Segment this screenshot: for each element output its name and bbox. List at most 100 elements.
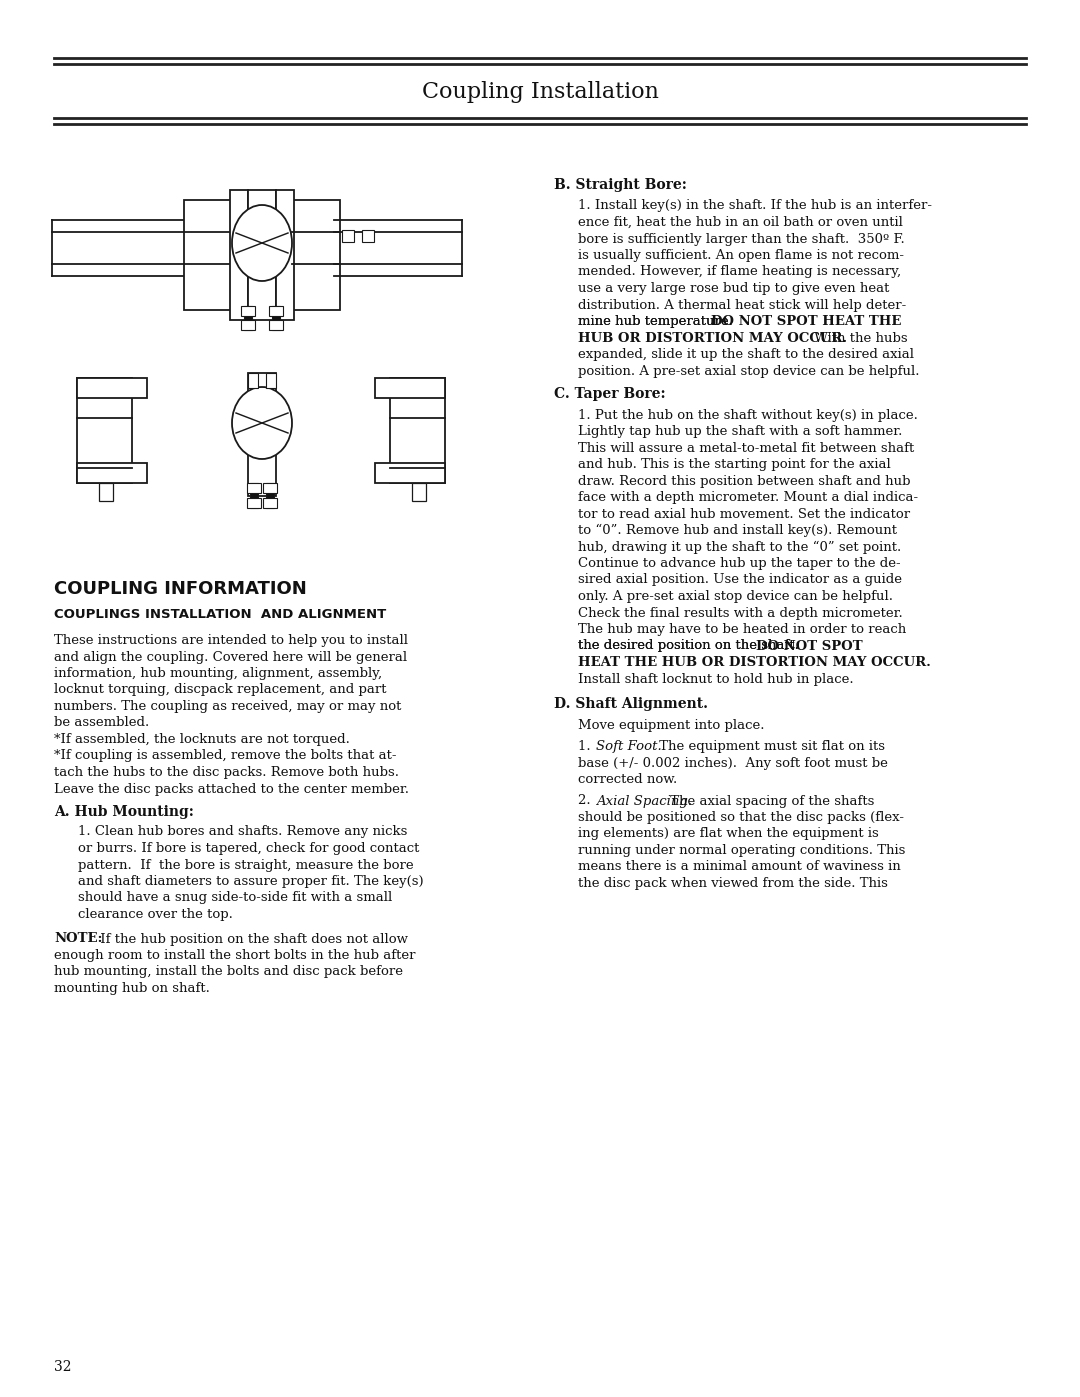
Text: is usually sufficient. An open flame is not recom-: is usually sufficient. An open flame is … [578,249,904,263]
Text: B. Straight Bore:: B. Straight Bore: [554,177,687,191]
Text: DO NOT SPOT: DO NOT SPOT [756,640,863,652]
Text: mounting hub on shaft.: mounting hub on shaft. [54,982,210,995]
Text: HEAT THE HUB OR DISTORTION MAY OCCUR.: HEAT THE HUB OR DISTORTION MAY OCCUR. [578,657,931,669]
Text: should have a snug side-to-side fit with a small: should have a snug side-to-side fit with… [78,891,392,904]
Text: position. A pre-set axial stop device can be helpful.: position. A pre-set axial stop device ca… [578,365,919,377]
Text: 32: 32 [54,1361,71,1375]
Text: enough room to install the short bolts in the hub after: enough room to install the short bolts i… [54,949,416,963]
Text: base (+/- 0.002 inches).  Any soft foot must be: base (+/- 0.002 inches). Any soft foot m… [578,757,888,770]
Text: C. Taper Bore:: C. Taper Bore: [554,387,665,401]
Text: mine hub temperature.: mine hub temperature. [578,314,738,328]
Text: *If assembled, the locknuts are not torqued.: *If assembled, the locknuts are not torq… [54,733,350,746]
Text: With the hubs: With the hubs [810,331,907,345]
Text: the disc pack when viewed from the side. This: the disc pack when viewed from the side.… [578,877,888,890]
Text: and align the coupling. Covered here will be general: and align the coupling. Covered here wil… [54,651,407,664]
Text: D. Shaft Alignment.: D. Shaft Alignment. [554,697,708,711]
Text: numbers. The coupling as received, may or may not: numbers. The coupling as received, may o… [54,700,402,712]
Text: tor to read axial hub movement. Set the indicator: tor to read axial hub movement. Set the … [578,507,910,521]
Text: and hub. This is the starting point for the axial: and hub. This is the starting point for … [578,458,891,471]
Bar [342,231,354,242]
Text: to “0”. Remove hub and install key(s). Remount: to “0”. Remove hub and install key(s). R… [578,524,897,538]
Text: Leave the disc packs attached to the center member.: Leave the disc packs attached to the cen… [54,782,409,795]
Text: Coupling Installation: Coupling Installation [421,81,659,103]
Text: These instructions are intended to help you to install: These instructions are intended to help … [54,634,408,647]
Text: only. A pre-set axial stop device can be helpful.: only. A pre-set axial stop device can be… [578,590,893,604]
Text: should be positioned so that the disc packs (flex-: should be positioned so that the disc pa… [578,812,904,824]
Ellipse shape [232,205,292,281]
Text: locknut torquing, discpack replacement, and part: locknut torquing, discpack replacement, … [54,683,387,697]
Bar [264,483,276,493]
Text: mended. However, if flame heating is necessary,: mended. However, if flame heating is nec… [578,265,901,278]
Bar [362,231,374,242]
Bar [375,462,445,483]
Text: be assembled.: be assembled. [54,717,149,729]
Text: the desired position on the shaft.: the desired position on the shaft. [578,640,804,652]
Text: mine hub temperature.: mine hub temperature. [578,314,738,328]
Bar [241,306,255,316]
Text: corrected now.: corrected now. [578,773,677,787]
Text: use a very large rose bud tip to give even heat: use a very large rose bud tip to give ev… [578,282,889,295]
Bar [276,190,294,320]
Bar [77,379,147,398]
Text: This will assure a metal-to-metal fit between shaft: This will assure a metal-to-metal fit be… [578,441,915,454]
Text: hub, drawing it up the shaft to the “0” set point.: hub, drawing it up the shaft to the “0” … [578,541,901,553]
Bar [390,379,445,483]
Bar [230,190,248,320]
Text: tach the hubs to the disc packs. Remove both hubs.: tach the hubs to the disc packs. Remove … [54,766,399,780]
Text: If the hub position on the shaft does not allow: If the hub position on the shaft does no… [96,933,408,946]
Text: COUPLINGS INSTALLATION  AND ALIGNMENT: COUPLINGS INSTALLATION AND ALIGNMENT [54,608,387,622]
Text: The axial spacing of the shafts: The axial spacing of the shafts [666,795,875,807]
Text: COUPLING INFORMATION: COUPLING INFORMATION [54,580,307,598]
Text: A. Hub Mounting:: A. Hub Mounting: [54,805,194,819]
Bar [272,306,280,330]
Bar [99,483,113,502]
Text: 1. Put the hub on the shaft without key(s) in place.: 1. Put the hub on the shaft without key(… [578,408,918,422]
Bar [184,200,232,310]
Text: bore is sufficiently larger than the shaft.  350º F.: bore is sufficiently larger than the sha… [578,232,905,246]
Text: face with a depth micrometer. Mount a dial indica-: face with a depth micrometer. Mount a di… [578,490,918,504]
Text: 2.: 2. [578,795,595,807]
Text: Soft Foot.: Soft Foot. [596,740,662,753]
Text: Install shaft locknut to hold hub in place.: Install shaft locknut to hold hub in pla… [578,672,853,686]
Text: running under normal operating conditions. This: running under normal operating condition… [578,844,905,856]
Text: NOTE:: NOTE: [54,933,103,946]
Text: sired axial position. Use the indicator as a guide: sired axial position. Use the indicator … [578,574,902,587]
Text: and shaft diameters to assure proper fit. The key(s): and shaft diameters to assure proper fit… [78,875,423,888]
Text: clearance over the top.: clearance over the top. [78,908,233,921]
Bar [269,306,283,316]
Bar [411,483,426,502]
Text: expanded, slide it up the shaft to the desired axial: expanded, slide it up the shaft to the d… [578,348,914,360]
Bar [248,373,258,388]
Bar [247,497,261,509]
Bar [77,379,132,483]
Bar [247,483,261,493]
Bar [244,306,252,330]
Text: or burrs. If bore is tapered, check for good contact: or burrs. If bore is tapered, check for … [78,842,419,855]
Bar [264,497,276,509]
Bar [241,320,255,330]
Text: hub mounting, install the bolts and disc pack before: hub mounting, install the bolts and disc… [54,965,403,978]
Text: pattern.  If  the bore is straight, measure the bore: pattern. If the bore is straight, measur… [78,859,414,872]
Bar [248,190,276,320]
Ellipse shape [232,387,292,460]
Text: *If coupling is assembled, remove the bolts that at-: *If coupling is assembled, remove the bo… [54,750,396,763]
Text: DO NOT SPOT HEAT THE: DO NOT SPOT HEAT THE [711,314,902,328]
Text: Check the final results with a depth micrometer.: Check the final results with a depth mic… [578,606,903,619]
Text: Continue to advance hub up the taper to the de-: Continue to advance hub up the taper to … [578,557,901,570]
Text: 1. Clean hub bores and shafts. Remove any nicks: 1. Clean hub bores and shafts. Remove an… [78,826,407,838]
Bar [249,483,258,509]
Text: Lightly tap hub up the shaft with a soft hammer.: Lightly tap hub up the shaft with a soft… [578,425,903,439]
Bar [375,379,445,398]
Text: information, hub mounting, alignment, assembly,: information, hub mounting, alignment, as… [54,666,382,680]
Text: The hub may have to be heated in order to reach: The hub may have to be heated in order t… [578,623,906,636]
Text: draw. Record this position between shaft and hub: draw. Record this position between shaft… [578,475,910,488]
Text: HUB OR DISTORTION MAY OCCUR.: HUB OR DISTORTION MAY OCCUR. [578,331,847,345]
Text: ence fit, heat the hub in an oil bath or oven until: ence fit, heat the hub in an oil bath or… [578,217,903,229]
Text: The equipment must sit flat on its: The equipment must sit flat on its [654,740,885,753]
Bar [266,483,274,509]
Bar [248,373,276,496]
Text: Move equipment into place.: Move equipment into place. [578,718,765,732]
Text: ing elements) are flat when the equipment is: ing elements) are flat when the equipmen… [578,827,879,841]
Text: the desired position on the shaft.: the desired position on the shaft. [578,640,804,652]
Text: 1. Install key(s) in the shaft. If the hub is an interfer-: 1. Install key(s) in the shaft. If the h… [578,200,932,212]
